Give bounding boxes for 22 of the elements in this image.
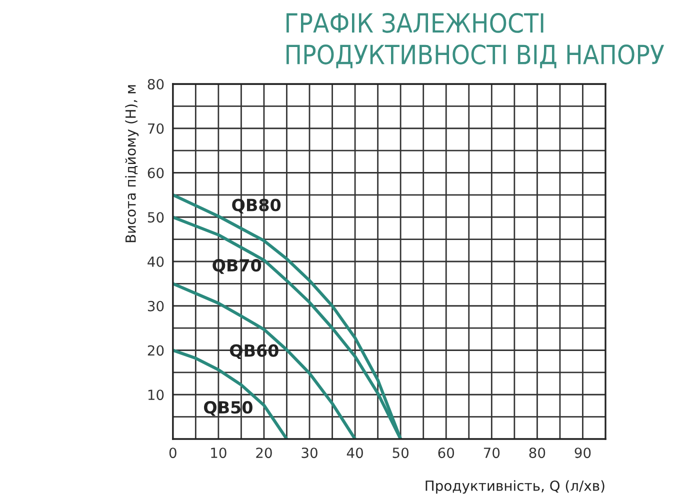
x-axis-title: Продуктивність, Q (л/хв) [426, 480, 604, 494]
x-tick-label: 30 [302, 448, 318, 458]
x-tick-label: 50 [392, 448, 408, 458]
y-tick-label: 80 [148, 78, 164, 90]
x-tick-label: 10 [211, 448, 226, 458]
y-tick-label: 60 [148, 168, 164, 178]
x-tick-label: 60 [438, 448, 454, 458]
x-tick-label: 80 [529, 448, 546, 458]
y-tick-label: 30 [148, 300, 164, 312]
line-series [172, 282, 357, 439]
x-tick-label: 70 [484, 448, 500, 458]
y-tick-label: 50 [148, 212, 164, 223]
y-tick-label: 40 [148, 256, 164, 267]
y-tick-label: 70 [148, 123, 164, 134]
y-tick-label: 10 [148, 390, 164, 400]
y-tick-label: 20 [148, 345, 164, 356]
y-axis-title: Висота підйому (H), м [125, 85, 139, 242]
x-tick-label: 40 [346, 448, 363, 458]
x-tick-label: 20 [256, 448, 272, 458]
x-tick-label: 90 [574, 448, 591, 458]
chart-title: ГРАФІК ЗАЛЕЖНОСТІ ПРОДУКТИВНОСТІ ВІД НАПОРУ [286, 12, 664, 68]
x-tick-label: 0 [169, 448, 176, 458]
